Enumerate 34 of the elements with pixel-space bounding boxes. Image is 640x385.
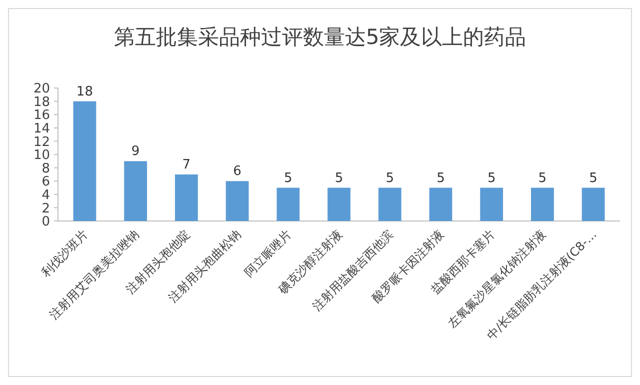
bar <box>378 188 402 221</box>
data-label: 5 <box>386 170 394 186</box>
y-tick-label: 14 <box>33 121 50 136</box>
y-tick-label: 16 <box>33 108 50 124</box>
data-label: 5 <box>538 170 547 186</box>
bar <box>328 188 350 221</box>
bar <box>124 161 148 221</box>
bar <box>429 188 452 221</box>
data-label: 9 <box>131 144 140 160</box>
bar <box>73 101 96 221</box>
y-tick-label: 18 <box>33 94 50 110</box>
y-tick-label: 2 <box>42 201 50 216</box>
data-label: 5 <box>589 170 598 186</box>
bar <box>530 188 554 221</box>
bar <box>480 188 504 221</box>
data-label: 7 <box>182 157 191 172</box>
bar <box>276 188 300 221</box>
y-tick-label: 4 <box>42 188 50 203</box>
chart-title: 第五批集采品种过评数量达5家及以上的药品 <box>114 25 526 49</box>
data-label: 18 <box>76 84 93 100</box>
data-label: 5 <box>284 170 292 186</box>
bar <box>226 181 249 221</box>
data-label: 5 <box>436 170 445 186</box>
data-label: 6 <box>233 164 242 180</box>
bar <box>582 188 605 221</box>
y-tick-label: 10 <box>33 148 50 164</box>
y-tick-label: 6 <box>42 174 50 190</box>
bar <box>174 174 198 221</box>
y-tick-label: 20 <box>33 82 50 97</box>
y-tick-label: 8 <box>42 161 50 176</box>
y-tick-label: 12 <box>33 134 50 150</box>
data-label: 5 <box>487 170 496 186</box>
y-tick-label: 0 <box>42 214 50 230</box>
data-label: 5 <box>334 170 344 186</box>
